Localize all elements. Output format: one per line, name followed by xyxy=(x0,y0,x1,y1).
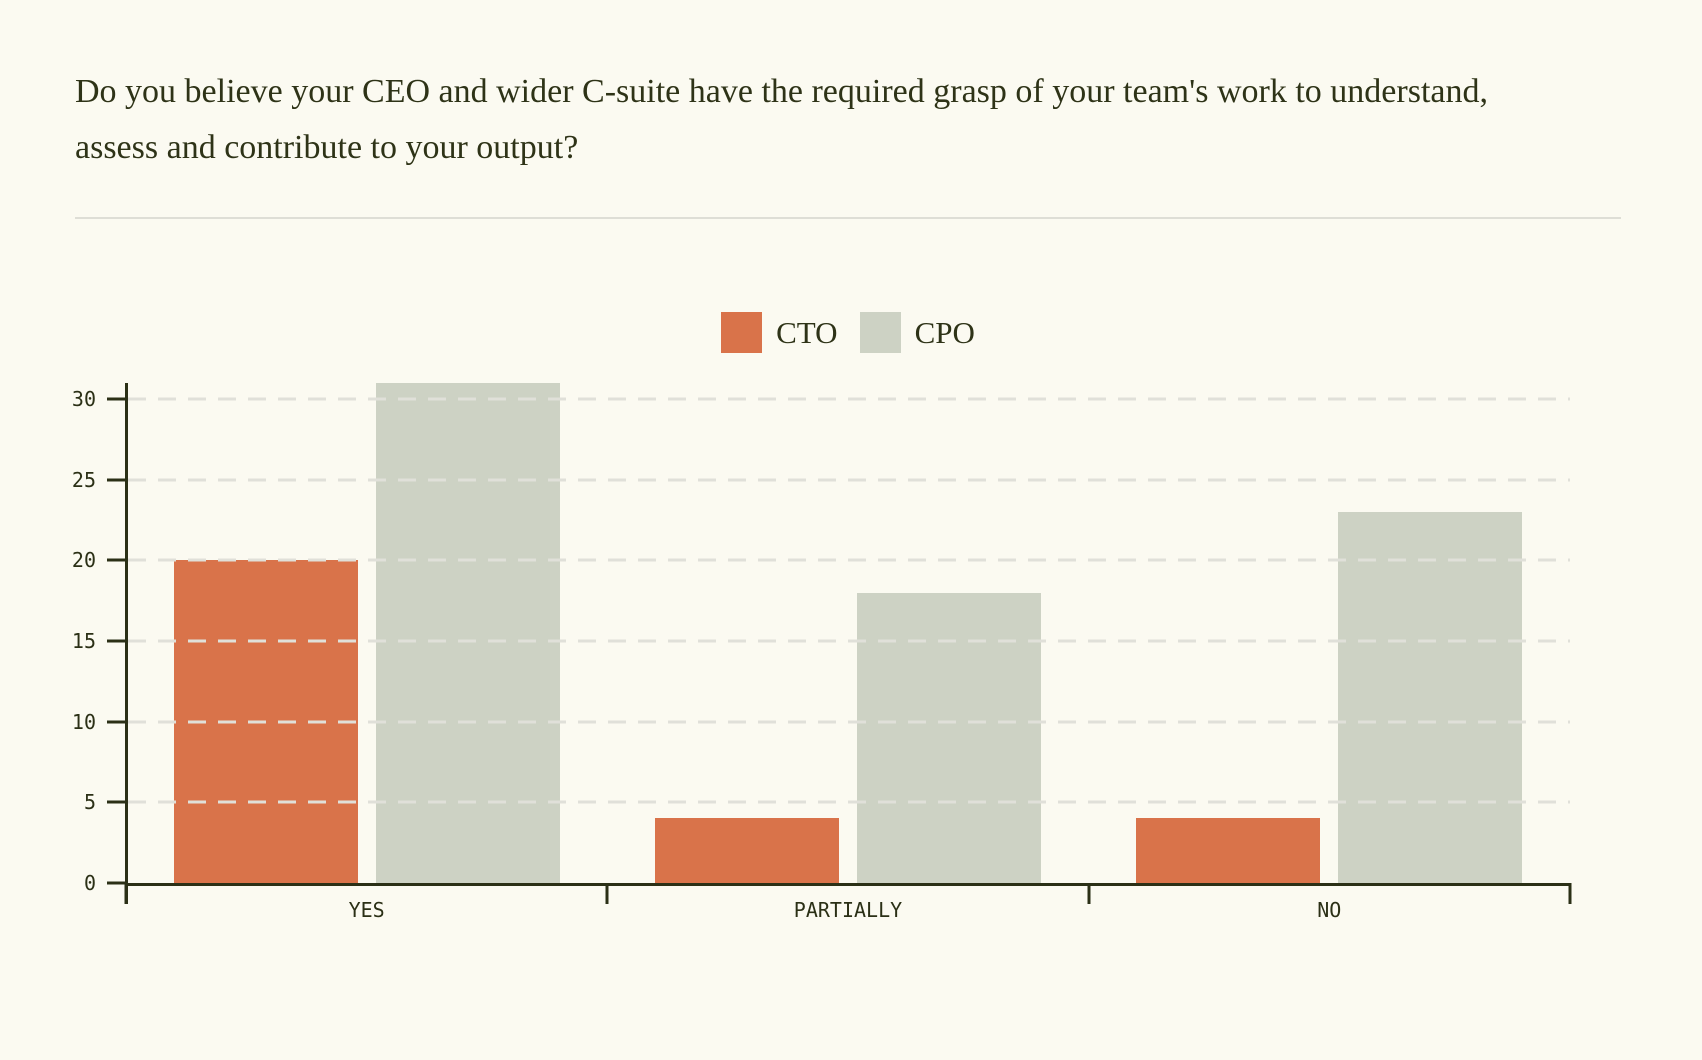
y-tick-mark-15 xyxy=(107,639,125,643)
y-tick-label-25: 25 xyxy=(71,467,96,492)
y-tick-label-10: 10 xyxy=(71,709,96,734)
gridline-25 xyxy=(128,478,1570,482)
x-boundary-tick-1 xyxy=(605,883,609,904)
x-boundary-tick-3 xyxy=(1568,883,1572,904)
x-axis-label-yes: YES xyxy=(348,898,385,922)
y-tick-label-5: 5 xyxy=(83,790,96,815)
legend-label-cto: CTO xyxy=(776,314,838,350)
legend-swatch-cpo xyxy=(859,311,901,353)
legend-swatch-cto xyxy=(721,311,763,353)
bar-group-yes xyxy=(126,383,607,883)
x-axis-label-partially: PARTIALLY xyxy=(793,898,903,922)
y-tick-label-30: 30 xyxy=(71,387,96,412)
y-tick-label-20: 20 xyxy=(71,548,96,573)
divider xyxy=(75,217,1621,219)
x-axis-label-no: NO xyxy=(1317,898,1342,922)
bar-cto-no xyxy=(1136,818,1321,883)
bar-group-no xyxy=(1089,383,1570,883)
y-tick-label-15: 15 xyxy=(71,629,96,654)
plot-area: 0 5 10 15 20 25 30 xyxy=(72,383,1572,904)
legend-item-cto[interactable]: CTO xyxy=(721,311,838,353)
x-axis-labels: YES PARTIALLY NO xyxy=(126,898,1570,922)
y-tick-mark-10 xyxy=(107,720,125,724)
bar-groups xyxy=(126,383,1570,883)
bar-cpo-no xyxy=(1338,512,1523,883)
legend-label-cpo: CPO xyxy=(914,314,975,350)
y-tick-mark-20 xyxy=(107,558,125,562)
chart-legend: CTO CPO xyxy=(126,311,1570,353)
gridline-10 xyxy=(128,720,1570,724)
x-boundary-tick-0 xyxy=(124,883,128,904)
x-axis-line xyxy=(125,883,1571,886)
legend-item-cpo[interactable]: CPO xyxy=(859,311,975,353)
y-tick-mark-5 xyxy=(107,800,125,804)
y-tick-mark-30 xyxy=(107,397,125,401)
y-axis-line xyxy=(125,383,128,904)
gridline-15 xyxy=(128,639,1570,643)
y-tick-mark-25 xyxy=(107,478,125,482)
bar-cpo-yes xyxy=(375,383,560,883)
y-tick-mark-0 xyxy=(107,881,125,885)
gridline-5 xyxy=(128,800,1570,804)
gridline-30 xyxy=(128,397,1570,401)
gridline-20 xyxy=(128,558,1570,562)
bar-cto-partially xyxy=(654,818,839,883)
chart-question-title: Do you believe your CEO and wider C-suit… xyxy=(75,73,1488,166)
bar-group-partially xyxy=(607,383,1088,883)
y-tick-label-0: 0 xyxy=(83,871,96,895)
bar-cpo-partially xyxy=(856,592,1041,883)
x-boundary-tick-2 xyxy=(1087,883,1091,904)
